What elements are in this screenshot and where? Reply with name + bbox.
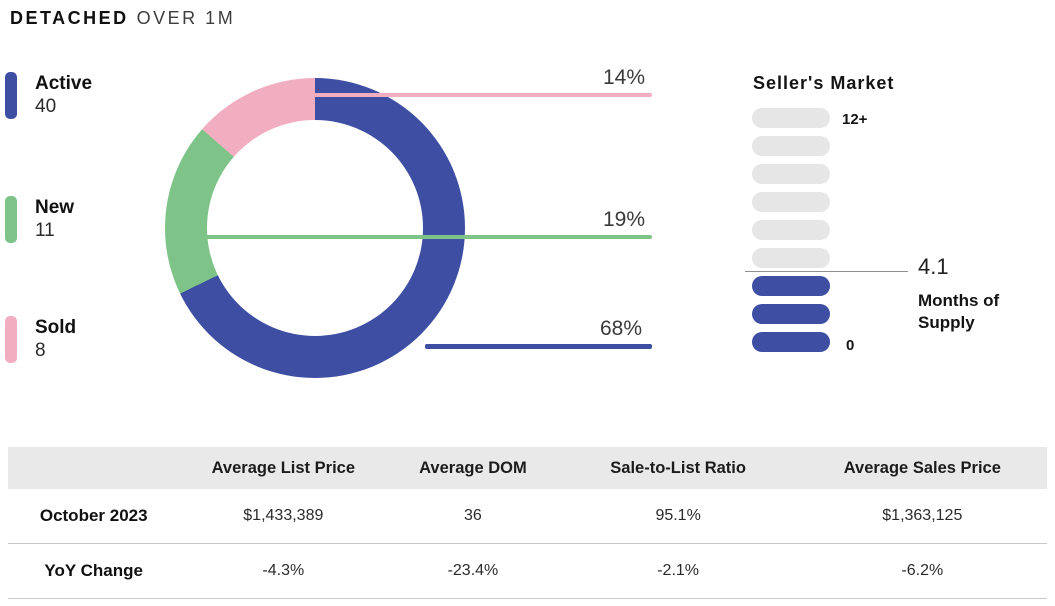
supply-threshold-line	[745, 271, 908, 272]
legend-label-sold: Sold	[35, 317, 77, 338]
legend-item-active: Active 40	[5, 72, 92, 119]
supply-max-label: 12+	[842, 111, 868, 128]
supply-pill-filled	[752, 304, 830, 324]
table-row: YoY Change -4.3% -23.4% -2.1% -6.2%	[8, 543, 1047, 599]
stats-header-avg-sales-price: Average Sales Price	[797, 447, 1047, 489]
cell-yoy-sales-price: -6.2%	[797, 543, 1047, 599]
supply-min-label: 0	[846, 337, 855, 354]
row-label-october-2023: October 2023	[8, 489, 180, 544]
supply-pills	[752, 108, 830, 352]
supply-pill-empty	[752, 192, 830, 212]
legend-label-new: New	[35, 197, 75, 218]
table-row: October 2023 $1,433,389 36 95.1% $1,363,…	[8, 489, 1047, 544]
stats-header-avg-list-price: Average List Price	[179, 447, 388, 489]
pct-label-sold: 14%	[602, 66, 645, 89]
callout-line-new	[172, 235, 652, 239]
page-title-primary: DETACHED	[10, 8, 129, 28]
cell-yoy-dom: -23.4%	[387, 543, 559, 599]
stats-table: Average List Price Average DOM Sale-to-L…	[8, 447, 1047, 599]
supply-value: 4.1	[918, 254, 949, 279]
supply-pill-filled	[752, 276, 830, 296]
supply-value-label: Months of Supply	[918, 291, 1000, 333]
supply-pill-empty	[752, 164, 830, 184]
donut-hole	[207, 120, 423, 336]
cell-avg-list-price: $1,433,389	[179, 489, 388, 544]
pct-label-active: 68%	[599, 317, 642, 340]
supply-pill-empty	[752, 220, 830, 240]
stats-header-blank	[8, 447, 180, 489]
cell-avg-dom: 36	[387, 489, 559, 544]
callout-line-sold	[313, 93, 652, 97]
cell-avg-sales-price: $1,363,125	[797, 489, 1047, 544]
supply-pill-filled	[752, 332, 830, 352]
legend-value-sold: 8	[35, 340, 46, 362]
stats-header-avg-dom: Average DOM	[387, 447, 559, 489]
legend-item-sold: Sold 8	[5, 316, 76, 363]
page-title-secondary: OVER 1M	[136, 8, 236, 28]
legend-swatch-sold	[5, 316, 17, 363]
pct-label-new: 19%	[602, 208, 645, 231]
supply-pill-empty	[752, 248, 830, 268]
legend-value-active: 40	[35, 96, 57, 118]
legend-item-new: New 11	[5, 196, 74, 243]
supply-pill-empty	[752, 136, 830, 156]
page-title: DETACHED OVER 1M	[10, 8, 235, 29]
legend-label-active: Active	[35, 73, 93, 94]
callout-line-active	[425, 344, 652, 349]
row-label-yoy-change: YoY Change	[8, 543, 180, 599]
legend-value-new: 11	[35, 220, 55, 242]
stats-header-row: Average List Price Average DOM Sale-to-L…	[8, 447, 1047, 489]
stats-header-sale-to-list: Sale-to-List Ratio	[558, 447, 798, 489]
supply-gauge-title: Seller's Market	[753, 73, 895, 93]
legend-swatch-new	[5, 196, 17, 243]
legend-swatch-active	[5, 72, 17, 119]
cell-yoy-list-price: -4.3%	[179, 543, 388, 599]
cell-yoy-sale-to-list: -2.1%	[558, 543, 798, 599]
supply-pill-empty	[752, 108, 830, 128]
cell-sale-to-list: 95.1%	[558, 489, 798, 544]
